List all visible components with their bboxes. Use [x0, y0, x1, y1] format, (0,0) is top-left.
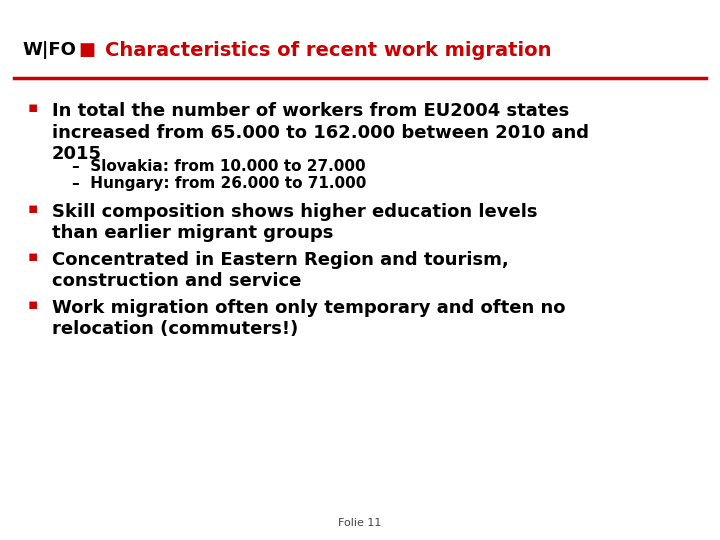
Text: W|FO: W|FO	[22, 41, 76, 59]
Text: Folie 11: Folie 11	[338, 518, 382, 528]
Text: In total the number of workers from EU2004 states
increased from 65.000 to 162.0: In total the number of workers from EU20…	[52, 102, 589, 163]
Text: ■: ■	[78, 41, 95, 59]
Text: ▪: ▪	[28, 100, 38, 115]
Text: –  Slovakia: from 10.000 to 27.000: – Slovakia: from 10.000 to 27.000	[72, 159, 366, 174]
Text: Concentrated in Eastern Region and tourism,
construction and service: Concentrated in Eastern Region and touri…	[52, 251, 509, 291]
Text: Skill composition shows higher education levels
than earlier migrant groups: Skill composition shows higher education…	[52, 203, 538, 242]
Text: ▪: ▪	[28, 249, 38, 264]
Text: Characteristics of recent work migration: Characteristics of recent work migration	[105, 40, 552, 59]
Text: Work migration often only temporary and often no
relocation (commuters!): Work migration often only temporary and …	[52, 299, 565, 339]
Text: ▪: ▪	[28, 297, 38, 312]
Text: ▪: ▪	[28, 201, 38, 216]
Text: –  Hungary: from 26.000 to 71.000: – Hungary: from 26.000 to 71.000	[72, 176, 366, 191]
